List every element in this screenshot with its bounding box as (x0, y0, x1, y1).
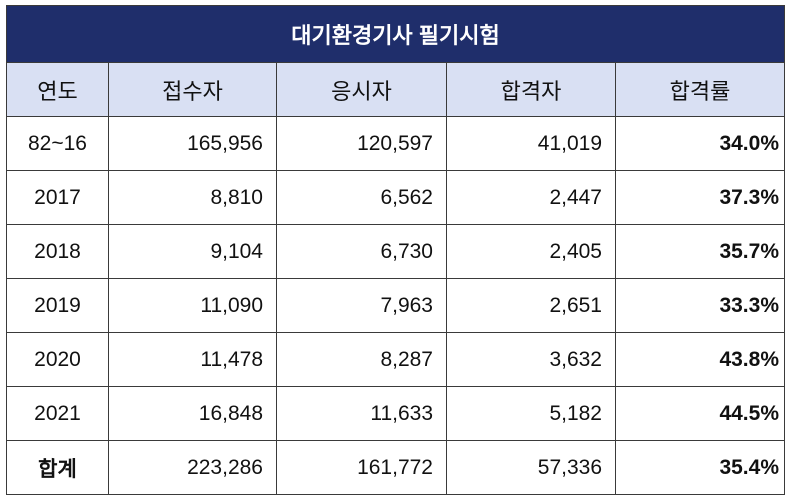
table-row: 2019 11,090 7,963 2,651 33.3% (7, 279, 785, 333)
passers-cell: 2,447 (447, 171, 616, 225)
pass-rate-cell: 33.3% (616, 279, 785, 333)
table-row: 2017 8,810 6,562 2,447 37.3% (7, 171, 785, 225)
header-row: 연도 접수자 응시자 합격자 합격률 (7, 63, 785, 117)
table-row: 2020 11,478 8,287 3,632 43.8% (7, 333, 785, 387)
table-title: 대기환경기사 필기시험 (7, 6, 785, 63)
header-applicants: 접수자 (109, 63, 277, 117)
header-passers: 합격자 (447, 63, 616, 117)
applicants-cell: 8,810 (109, 171, 277, 225)
applicants-cell: 9,104 (109, 225, 277, 279)
passers-cell: 41,019 (447, 117, 616, 171)
header-examinees: 응시자 (277, 63, 447, 117)
header-year: 연도 (7, 63, 109, 117)
pass-rate-cell: 43.8% (616, 333, 785, 387)
applicants-cell: 16,848 (109, 387, 277, 441)
pass-rate-cell: 35.7% (616, 225, 785, 279)
passers-cell: 2,651 (447, 279, 616, 333)
examinees-cell: 120,597 (277, 117, 447, 171)
passers-cell: 2,405 (447, 225, 616, 279)
examinees-cell: 8,287 (277, 333, 447, 387)
table-row: 82~16 165,956 120,597 41,019 34.0% (7, 117, 785, 171)
pass-rate-cell: 37.3% (616, 171, 785, 225)
passers-cell: 3,632 (447, 333, 616, 387)
table-row: 2018 9,104 6,730 2,405 35.7% (7, 225, 785, 279)
pass-rate-cell: 44.5% (616, 387, 785, 441)
examinees-cell: 6,730 (277, 225, 447, 279)
applicants-cell: 11,478 (109, 333, 277, 387)
examinees-cell: 11,633 (277, 387, 447, 441)
year-cell: 2020 (7, 333, 109, 387)
year-cell: 2018 (7, 225, 109, 279)
applicants-cell: 11,090 (109, 279, 277, 333)
examinees-cell: 7,963 (277, 279, 447, 333)
year-cell: 82~16 (7, 117, 109, 171)
year-cell: 2021 (7, 387, 109, 441)
year-cell: 2017 (7, 171, 109, 225)
header-pass-rate: 합격률 (616, 63, 785, 117)
exam-stats-table: 대기환경기사 필기시험 연도 접수자 응시자 합격자 합격률 82~16 165… (6, 5, 785, 495)
examinees-cell: 161,772 (277, 441, 447, 495)
applicants-cell: 165,956 (109, 117, 277, 171)
pass-rate-cell: 34.0% (616, 117, 785, 171)
total-row: 합계 223,286 161,772 57,336 35.4% (7, 441, 785, 495)
passers-cell: 57,336 (447, 441, 616, 495)
total-label: 합계 (7, 441, 109, 495)
examinees-cell: 6,562 (277, 171, 447, 225)
year-cell: 2019 (7, 279, 109, 333)
passers-cell: 5,182 (447, 387, 616, 441)
table-row: 2021 16,848 11,633 5,182 44.5% (7, 387, 785, 441)
applicants-cell: 223,286 (109, 441, 277, 495)
pass-rate-cell: 35.4% (616, 441, 785, 495)
